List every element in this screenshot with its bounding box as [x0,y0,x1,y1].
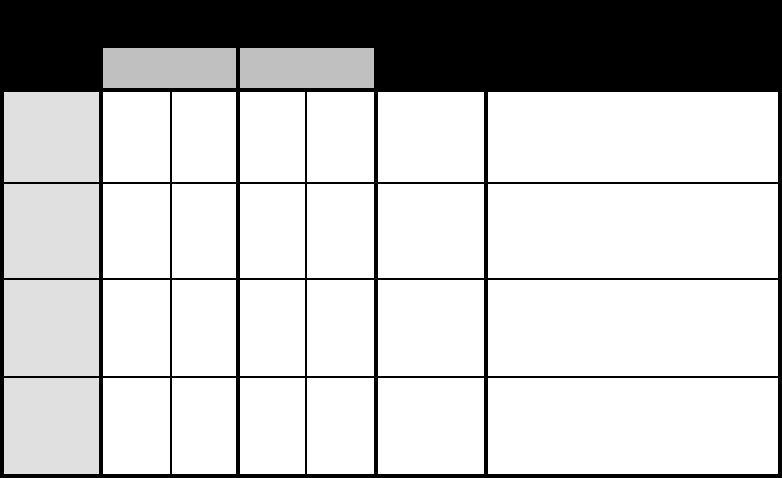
table-cell [103,184,170,278]
table-cell [172,280,236,376]
table-cell [488,378,778,474]
table-cell [172,184,236,278]
table-cell [488,92,778,182]
table-cell [103,280,170,376]
row-header-cell [4,184,99,278]
table-cell [488,280,778,376]
group-header-cell [103,48,236,88]
group-header-cell [240,48,374,88]
row-header-cell [4,378,99,474]
table-cell [378,378,484,474]
table-cell [103,378,170,474]
table-cell [240,92,305,182]
table-cell [307,92,374,182]
table-cell [378,92,484,182]
table-cell [240,184,305,278]
row-header-cell [4,280,99,376]
table-cell [378,280,484,376]
table-cell [240,378,305,474]
row-header-cell [4,92,99,182]
table-cell [172,92,236,182]
table-cell [103,92,170,182]
table-cell [488,184,778,278]
table-cell [172,378,236,474]
table-cell [307,184,374,278]
table-cell [307,378,374,474]
table-cell [378,184,484,278]
table-cell [307,280,374,376]
table-cell [240,280,305,376]
